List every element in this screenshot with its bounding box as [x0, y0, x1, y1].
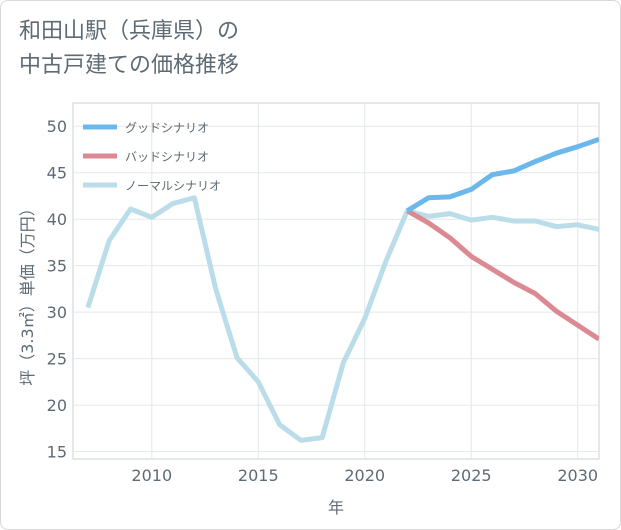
series-line-2 [406, 208, 599, 342]
legend-label: ノーマルシナリオ [125, 179, 221, 193]
chart-title: 和田山駅（兵庫県）の 中古戸建ての価格推移 [19, 15, 239, 83]
x-tick-label: 2010 [131, 466, 172, 485]
series-line-1 [405, 136, 599, 213]
y-tick-label: 30 [47, 303, 67, 322]
y-tick-label: 20 [47, 396, 67, 415]
x-tick-label: 2030 [557, 466, 598, 485]
x-axis-title: 年 [328, 498, 344, 517]
legend-label: グッドシナリオ [125, 121, 209, 135]
series-lines [85, 136, 599, 443]
y-tick-label: 25 [47, 350, 67, 369]
y-tick-label: 35 [47, 257, 67, 276]
y-axis-title: 坪（3.3㎡）単価（万円） [18, 200, 37, 385]
series-line-3 [85, 195, 599, 443]
y-tick-label: 40 [47, 210, 67, 229]
y-tick-label: 15 [47, 443, 67, 462]
x-tick-label: 2020 [344, 466, 385, 485]
chart-title-line-2: 中古戸建ての価格推移 [19, 53, 240, 78]
legend-label: バッドシナリオ [125, 150, 209, 164]
chart-title-line-1: 和田山駅（兵庫県）の [19, 19, 240, 44]
x-tick-label: 2025 [451, 466, 492, 485]
y-tick-label: 50 [47, 117, 67, 136]
grid-lines [73, 103, 599, 459]
x-tick-label: 2015 [238, 466, 279, 485]
y-tick-label: 45 [47, 164, 67, 183]
